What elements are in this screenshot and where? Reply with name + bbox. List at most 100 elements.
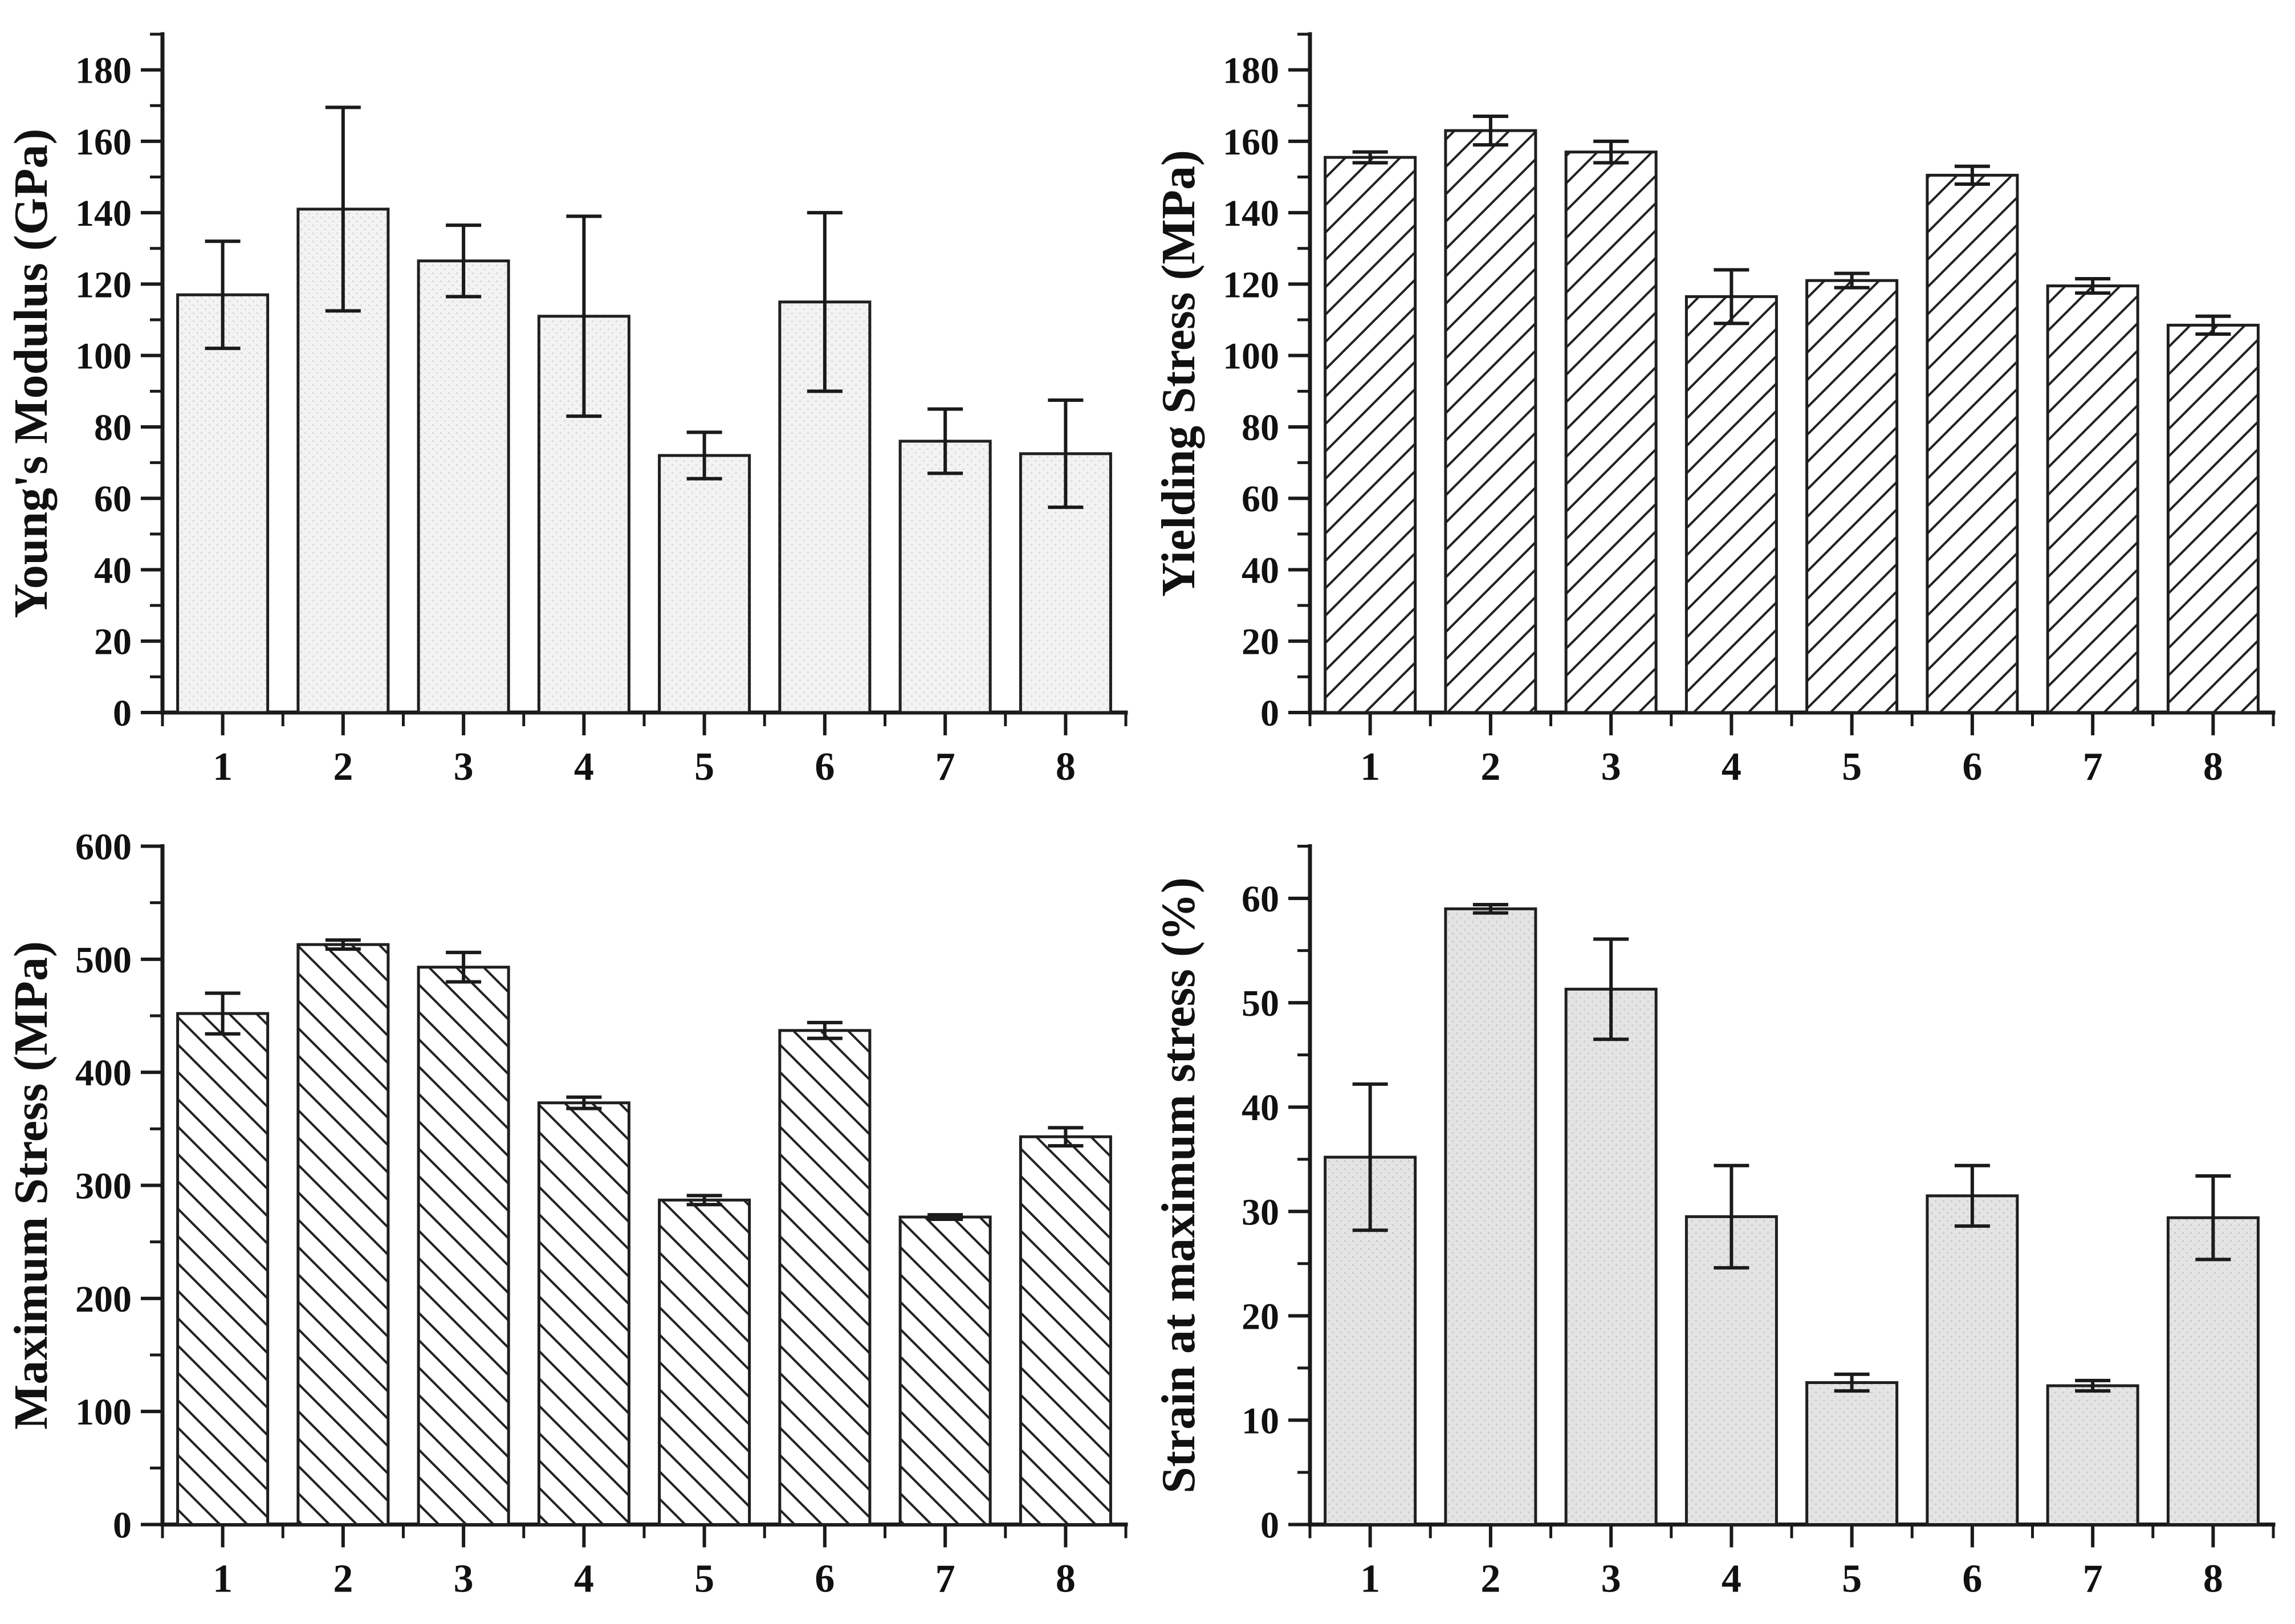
bar-8	[2166, 1216, 2260, 1526]
y-tick-label: 60	[1242, 878, 1279, 920]
bar-chart-2: Maximum Stress (MPa) 0 100 200 300 400 500 600 1…	[5, 827, 1128, 1601]
bar-1	[176, 1012, 270, 1526]
error-bar-8	[1048, 1126, 1084, 1148]
x-tick-label: 2	[333, 1557, 353, 1601]
y-tick-label: 30	[1242, 1191, 1279, 1233]
x-tick-label: 5	[694, 745, 714, 789]
x-major-ticks	[1368, 713, 2215, 735]
y-tick-label: 100	[75, 336, 132, 377]
y-tick-label: 180	[75, 50, 132, 92]
y-tick-label: 0	[1260, 693, 1279, 734]
panel-youngs-modulus: Young's Modulus (GPa) 0 20 40 60 80 100 120 140 1…	[0, 0, 1148, 812]
x-tick-labels: 1 2 3 4 5 6 7 8	[213, 1557, 1076, 1601]
y-tick-label: 160	[1223, 121, 1279, 163]
error-bar-7	[2075, 277, 2111, 295]
y-tick-labels: 0 10 20 30 40 50 60	[1242, 878, 1279, 1546]
y-tick-label: 500	[75, 939, 132, 981]
error-bars	[205, 105, 1084, 509]
bar-5	[658, 454, 751, 714]
y-tick-label: 600	[75, 827, 132, 868]
bar-2	[1444, 907, 1537, 1526]
x-tick-label: 1	[213, 745, 233, 789]
y-tick-label: 0	[1260, 1505, 1279, 1546]
error-bar-8	[2195, 314, 2231, 336]
error-bar-4	[566, 214, 602, 418]
x-tick-label: 7	[935, 1557, 955, 1601]
y-tick-label: 80	[94, 407, 132, 449]
bar-2	[1444, 129, 1537, 714]
x-tick-label: 3	[454, 745, 474, 789]
y-tick-label: 300	[75, 1166, 132, 1207]
error-bar-2	[325, 105, 361, 313]
error-bar-1	[205, 991, 241, 1036]
error-bar-7	[2075, 1378, 2111, 1393]
error-bar-4	[1714, 268, 1749, 325]
bar-1	[1324, 156, 1417, 714]
x-tick-label: 1	[213, 1557, 233, 1601]
bar-7	[2046, 284, 2139, 714]
bars	[176, 207, 1112, 714]
bar-3	[1564, 150, 1658, 714]
y-tick-label: 60	[1242, 478, 1279, 520]
bar-3	[417, 966, 510, 1526]
x-tick-label: 7	[2083, 1557, 2103, 1601]
x-tick-label: 6	[1962, 1557, 1982, 1601]
error-bars	[205, 938, 1084, 1221]
x-tick-labels: 1 2 3 4 5 6 7 8	[213, 745, 1076, 789]
x-tick-label: 4	[1722, 745, 1741, 789]
x-tick-label: 8	[2203, 745, 2223, 789]
bar-8	[1019, 1135, 1112, 1526]
bar-2	[296, 943, 390, 1527]
bar-6	[1926, 1194, 2019, 1526]
error-bar-1	[1352, 150, 1388, 165]
y-axis-title: Yielding Stress (MPa)	[1152, 150, 1205, 597]
y-tick-label: 100	[75, 1391, 132, 1433]
bar-5	[1805, 279, 1899, 714]
x-tick-label: 8	[1056, 1557, 1076, 1601]
y-major-ticks	[1288, 897, 1310, 1527]
y-tick-label: 140	[1223, 193, 1279, 234]
y-tick-label: 120	[1223, 264, 1279, 306]
x-tick-label: 2	[1480, 745, 1500, 789]
y-tick-label: 140	[75, 193, 132, 234]
error-bar-3	[446, 223, 482, 299]
x-major-ticks	[221, 713, 1068, 735]
error-bar-6	[807, 1020, 843, 1040]
x-tick-label: 4	[1722, 1557, 1741, 1601]
panel-maximum-stress: Maximum Stress (MPa) 0 100 200 300 400 500 600 1…	[0, 812, 1148, 1624]
bar-1	[176, 293, 270, 714]
x-boundary-ticks	[1308, 713, 2275, 726]
x-tick-label: 3	[1601, 1557, 1621, 1601]
x-tick-label: 1	[1360, 745, 1380, 789]
error-bar-7	[927, 1213, 963, 1221]
bar-8	[2166, 323, 2260, 714]
error-bar-6	[807, 211, 843, 393]
x-tick-label: 2	[1480, 1557, 1500, 1601]
x-tick-label: 4	[574, 1557, 594, 1601]
y-tick-label: 40	[94, 550, 132, 591]
y-tick-label: 400	[75, 1052, 132, 1094]
y-tick-label: 20	[94, 621, 132, 663]
bars	[1324, 129, 2260, 714]
error-bar-1	[205, 239, 241, 351]
bar-7	[2046, 1384, 2139, 1526]
y-tick-label: 40	[1242, 550, 1279, 591]
bar-7	[898, 1215, 992, 1526]
y-tick-label: 160	[75, 121, 132, 163]
bar-3	[417, 259, 510, 714]
panel-strain-at-maximum-stress: Strain at maximum stress (%) 0 10 20 30 40 50 6…	[1148, 812, 2295, 1624]
y-axis-title: Young's Modulus (GPa)	[5, 129, 58, 618]
y-axis-title: Strain at maximum stress (%)	[1152, 877, 1205, 1493]
y-major-ticks	[141, 68, 162, 714]
y-tick-label: 180	[1223, 50, 1279, 92]
x-tick-label: 6	[815, 1557, 835, 1601]
y-axis-title: Maximum Stress (MPa)	[5, 941, 58, 1430]
y-tick-label: 10	[1242, 1400, 1279, 1442]
y-tick-label: 60	[94, 478, 132, 520]
error-bar-7	[927, 407, 963, 475]
error-bar-5	[1834, 271, 1870, 290]
error-bar-5	[686, 1194, 722, 1207]
y-tick-label: 20	[1242, 1296, 1279, 1337]
x-major-ticks	[221, 1524, 1068, 1548]
error-bar-3	[446, 950, 482, 984]
